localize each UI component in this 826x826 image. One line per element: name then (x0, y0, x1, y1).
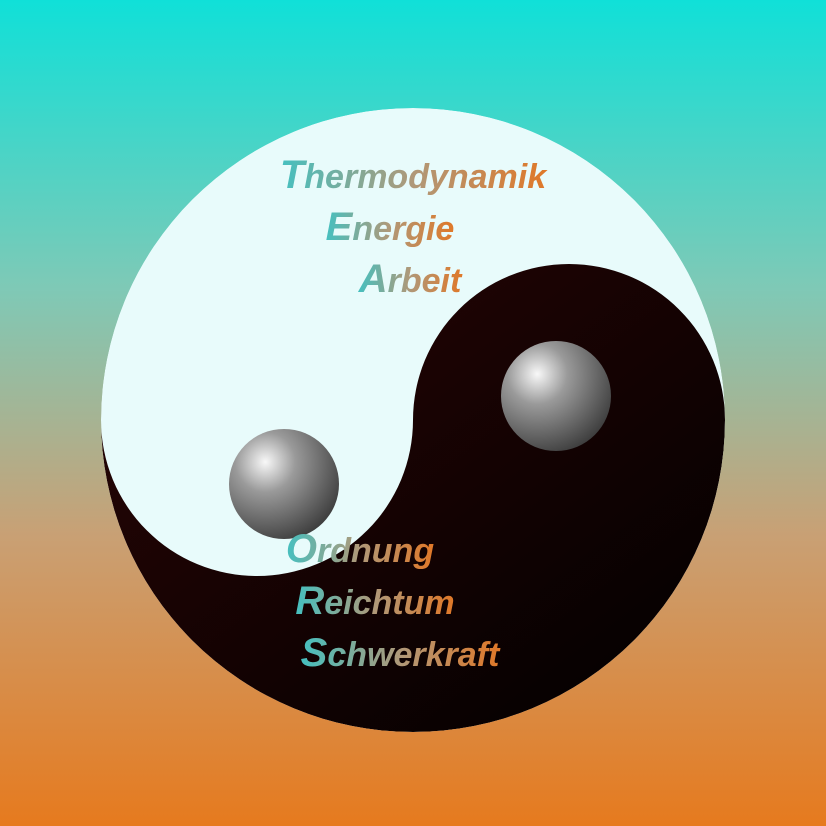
yin-dot-sphere (229, 429, 339, 539)
yang-dot-sphere (501, 341, 611, 451)
label-bottom-2: Schwerkraft (301, 631, 501, 675)
label-top-2: Arbeit (358, 257, 463, 301)
label-top-0: Thermodynamik (280, 153, 548, 197)
label-bottom-1: Reichtum (295, 579, 454, 623)
label-bottom-0: Ordnung (286, 527, 434, 571)
yin-yang-diagram: Thermodynamik Energie Arbeit Ordnung Reicht… (0, 0, 826, 826)
label-top-1: Energie (326, 205, 455, 249)
